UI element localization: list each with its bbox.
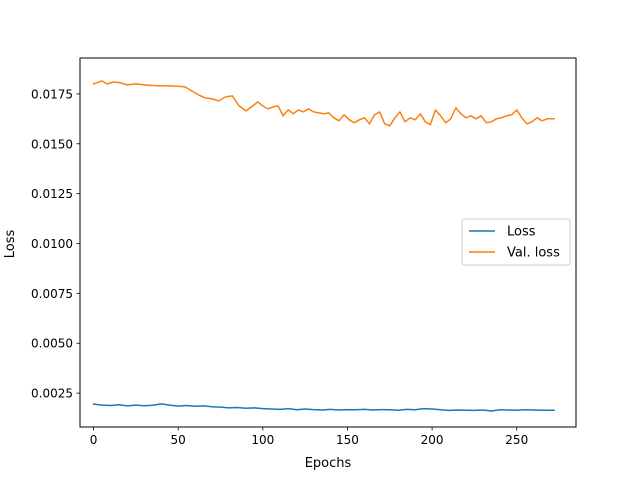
y-tick-label: 0.0150 [31,137,73,151]
x-tick-label: 100 [251,433,274,447]
y-tick-label: 0.0125 [31,187,73,201]
legend: Loss Val. loss [461,218,571,266]
x-tick-label: 0 [90,433,98,447]
x-tick-label: 50 [171,433,186,447]
axes-frame [79,57,577,428]
y-tick-label: 0.0075 [31,287,73,301]
y-tick-label: 0.0175 [31,87,73,101]
y-tick-label: 0.0050 [31,337,73,351]
y-tick-label: 0.0025 [31,387,73,401]
y-axis-label: Loss [3,230,18,259]
series-line-1 [92,80,555,127]
legend-label-1: Val. loss [507,246,560,261]
series-line-0 [92,403,555,412]
plot-area [92,80,555,412]
x-tick-label: 150 [336,433,359,447]
x-tick-label: 250 [505,433,528,447]
x-axis-label: Epochs [305,456,352,471]
x-tick-label: 200 [421,433,444,447]
legend-label-0: Loss [507,225,536,240]
axes: 0 50 100 150 200 250 0.0025 0.0050 0.0075 0.0100 0… [31,57,577,447]
y-tick-label: 0.0100 [31,237,73,251]
